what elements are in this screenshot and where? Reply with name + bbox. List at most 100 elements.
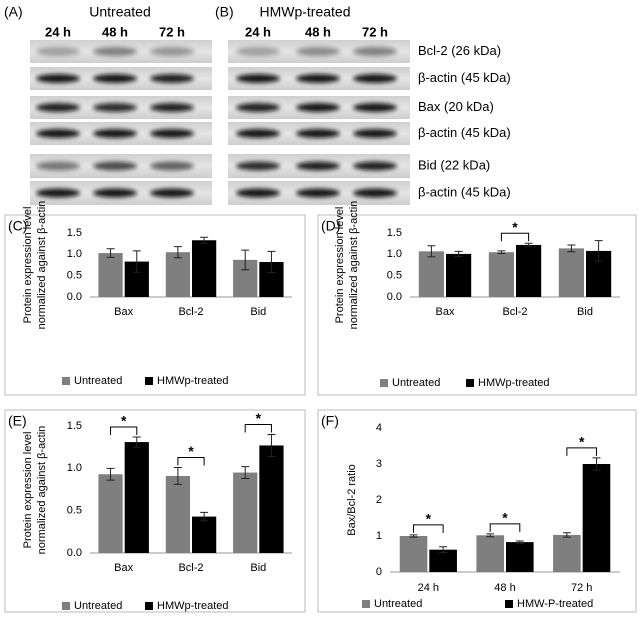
chart-frame (4, 214, 306, 396)
error-bar (106, 467, 115, 481)
y-tick-label: 0 (376, 566, 382, 578)
blot-band (150, 188, 194, 198)
y-axis-label: Protein expression level (22, 207, 34, 324)
legend-label: HMWp-treated (478, 377, 550, 389)
significance-star: * (512, 219, 518, 235)
blot-band (36, 47, 80, 56)
blot-row-label: β-actin (45 kDa) (418, 184, 511, 199)
blot-band (93, 47, 137, 56)
y-tick-label: 1.5 (387, 227, 402, 239)
error-bar (454, 250, 463, 257)
panel-label: (D) (321, 218, 340, 234)
bar (418, 251, 444, 297)
legend-label: Untreated (392, 377, 440, 389)
blot-band (296, 47, 340, 56)
y-tick-label: 0.0 (67, 547, 82, 559)
blot-row-label: β-actin (45 kDa) (418, 70, 511, 85)
blot-band (296, 103, 340, 112)
legend-swatch (466, 379, 474, 387)
bar (98, 474, 123, 553)
blot-band (353, 188, 397, 198)
legend-swatch (380, 379, 388, 387)
significance-bracket (177, 456, 205, 466)
blot-band (296, 161, 340, 171)
error-bar (486, 533, 495, 538)
error-bar (497, 250, 506, 254)
error-bar (562, 532, 571, 538)
bar (558, 248, 584, 297)
bar (488, 252, 514, 297)
bar (582, 464, 611, 572)
bar (506, 542, 534, 572)
error-bar (200, 511, 209, 522)
x-tick-label: Bid (577, 306, 593, 318)
bar (233, 472, 258, 553)
y-axis-label: Bax/Bcl-2 ratio (346, 464, 358, 536)
y-tick-label: 0.5 (67, 505, 82, 517)
y-tick-label: 1.5 (67, 420, 82, 432)
blot-band (296, 129, 340, 138)
chart-frame (317, 409, 637, 613)
blot-row-label: Bax (20 kDa) (418, 99, 494, 114)
x-tick-label: Bcl-2 (178, 306, 203, 318)
blot-band (236, 129, 280, 138)
blot-band (236, 47, 280, 56)
y-tick-label: 1 (376, 530, 382, 542)
blot-band (36, 129, 80, 138)
bar (259, 445, 284, 553)
panel-label: (B) (215, 4, 234, 20)
blot-band (93, 129, 137, 138)
blot-band (353, 74, 397, 83)
y-tick-label: 1.0 (67, 248, 82, 260)
bar (192, 516, 217, 553)
y-tick-label: 1.0 (67, 462, 82, 474)
error-bar (567, 244, 576, 253)
x-tick-label: Bax (114, 562, 133, 574)
legend-swatch (62, 602, 70, 610)
y-tick-label: 0.5 (67, 270, 82, 282)
legend-label: Untreated (74, 375, 122, 387)
blot-band (150, 47, 194, 56)
lane-label: 48 h (102, 24, 128, 39)
bar (192, 240, 217, 297)
x-tick-label: Bid (250, 306, 266, 318)
blot-band (93, 74, 137, 83)
legend-swatch (505, 600, 513, 608)
panel-label: (E) (8, 413, 27, 429)
significance-bracket (110, 426, 138, 436)
bar (446, 253, 472, 297)
lane-label: 72 h (159, 24, 185, 39)
error-bar (132, 250, 141, 273)
blot-band (236, 188, 280, 198)
x-tick-label: 72 h (571, 582, 592, 594)
panel-label: (C) (8, 218, 27, 234)
bar (516, 244, 542, 297)
blot-row-label: Bcl-2 (26 kDa) (418, 43, 501, 58)
legend-swatch (362, 600, 370, 608)
blot-band (353, 103, 397, 112)
blot-band (236, 103, 280, 112)
significance-star: * (502, 510, 508, 526)
error-bar (409, 534, 418, 538)
y-axis-label: normalized against β-actin (348, 201, 360, 330)
error-bar (241, 249, 250, 271)
y-tick-label: 1.5 (67, 227, 82, 239)
x-tick-label: Bid (250, 562, 266, 574)
blot-band (296, 188, 340, 198)
blot-band (36, 161, 80, 171)
bar (165, 475, 190, 553)
chart-frame (4, 409, 306, 613)
lane-label: 72 h (362, 24, 388, 39)
blot-band (150, 103, 194, 112)
error-bar (200, 236, 209, 244)
error-bar (592, 457, 601, 471)
panel-title: Untreated (89, 4, 150, 20)
error-bar (439, 546, 448, 554)
blot-row-label: Bid (22 kDa) (418, 157, 490, 172)
y-axis-label: Protein expression level (22, 432, 34, 549)
blot-band (236, 74, 280, 83)
bar (553, 534, 581, 572)
chart-frame (317, 214, 637, 396)
y-tick-label: 0.5 (387, 270, 402, 282)
